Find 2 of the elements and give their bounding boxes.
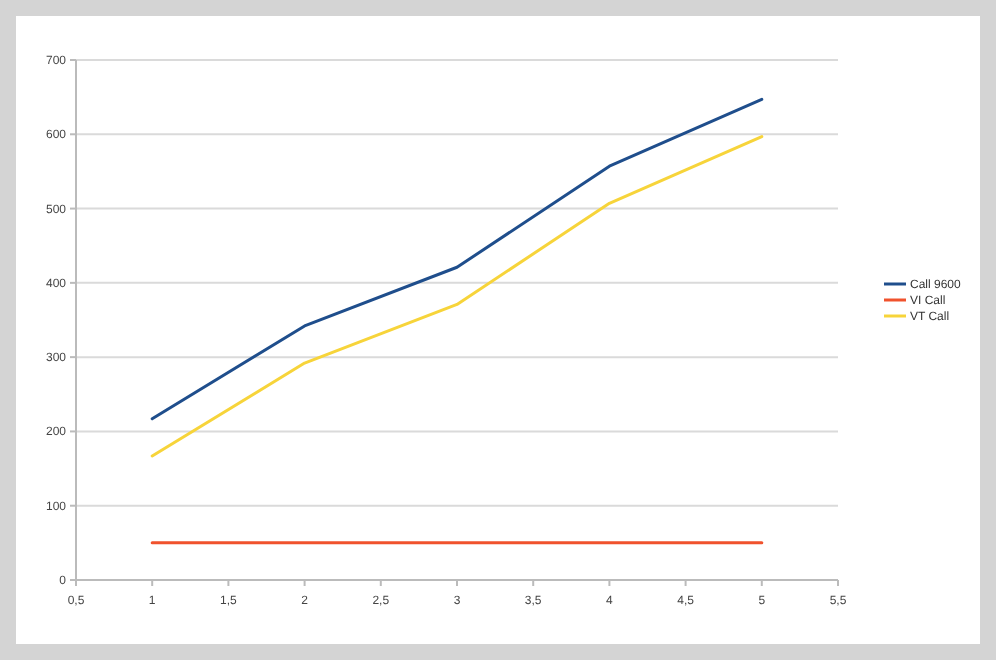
line-series xyxy=(150,97,764,421)
line-series xyxy=(150,135,764,458)
